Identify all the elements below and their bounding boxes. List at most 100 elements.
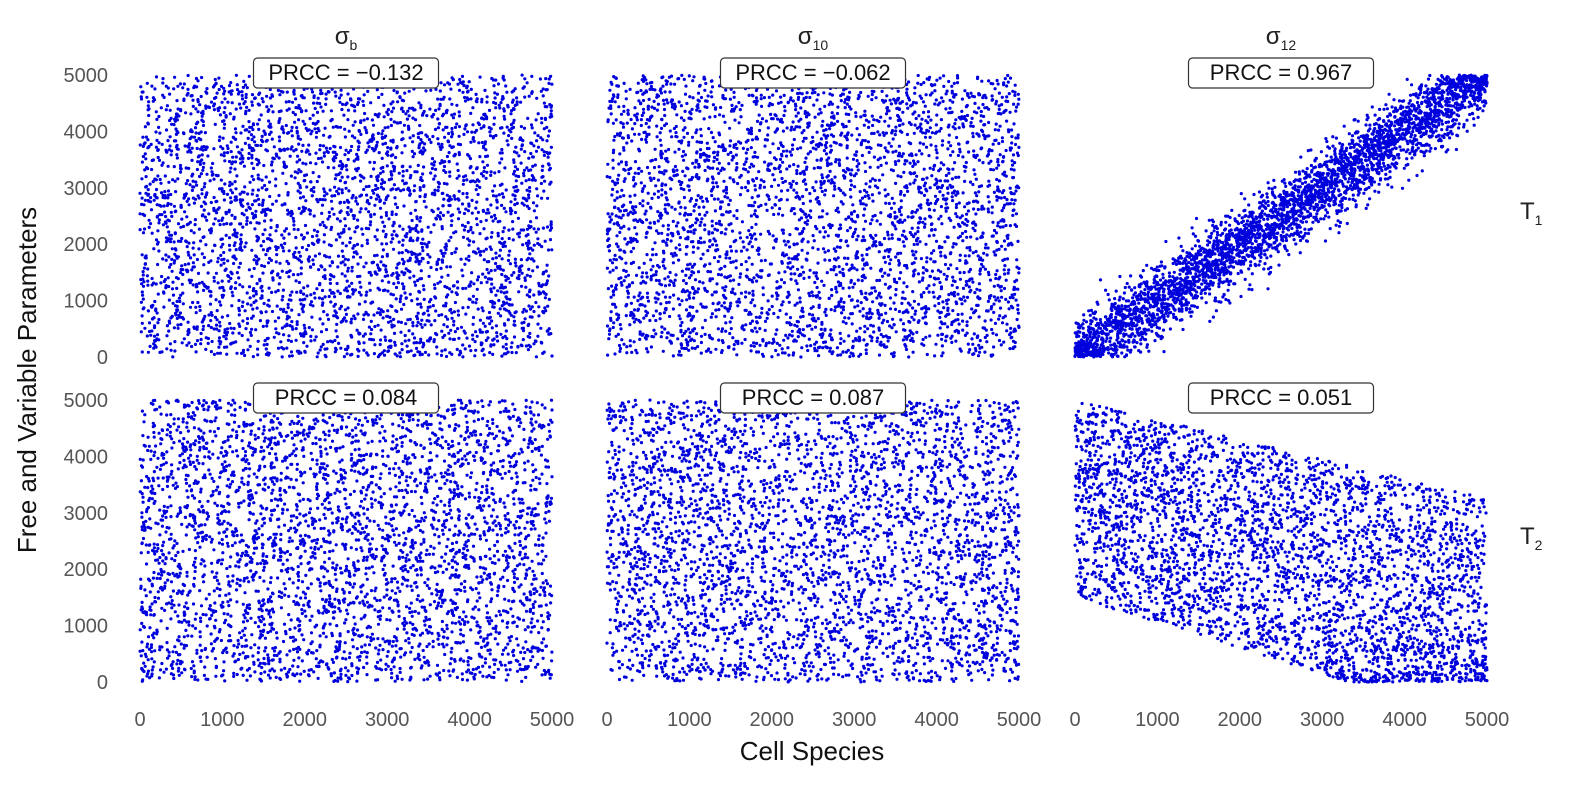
scatter-point: [713, 140, 717, 144]
scatter-point: [216, 108, 220, 113]
scatter-point: [409, 349, 413, 353]
scatter-point: [390, 161, 394, 165]
scatter-point: [250, 149, 254, 153]
scatter-point: [841, 308, 846, 312]
scatter-point: [276, 288, 280, 293]
scatter-point: [448, 97, 452, 101]
scatter-point: [402, 285, 406, 289]
scatter-point: [196, 155, 200, 159]
scatter-point: [520, 344, 524, 348]
scatter-point: [210, 170, 214, 174]
scatter-point: [538, 77, 543, 81]
scatter-point: [334, 238, 338, 242]
scatter-point: [242, 79, 246, 83]
scatter-point: [222, 198, 226, 202]
scatter-point: [338, 219, 342, 223]
scatter-point: [420, 318, 424, 322]
scatter-point: [840, 131, 844, 135]
scatter-point: [425, 135, 429, 139]
scatter-point: [413, 108, 417, 112]
scatter-point: [218, 223, 222, 227]
scatter-point: [217, 87, 221, 92]
scatter-point: [711, 103, 716, 107]
scatter-point: [607, 332, 612, 336]
scatter-point: [221, 295, 225, 299]
scatter-point: [435, 267, 439, 272]
scatter-point: [944, 298, 949, 303]
scatter-point: [147, 107, 151, 111]
scatter-point: [260, 134, 264, 138]
scatter-point: [445, 325, 449, 329]
scatter-point: [542, 153, 547, 157]
scatter-point: [494, 78, 498, 82]
scatter-point: [185, 215, 189, 219]
scatter-point: [802, 128, 806, 133]
scatter-point: [359, 293, 363, 297]
scatter-point: [494, 261, 498, 266]
scatter-point: [653, 147, 657, 151]
scatter-point: [943, 240, 947, 244]
scatter-point: [174, 209, 178, 213]
scatter-point: [232, 254, 236, 258]
scatter-point: [357, 145, 361, 149]
scatter-point: [392, 183, 396, 187]
scatter-point: [400, 348, 404, 352]
scatter-point: [844, 217, 848, 221]
scatter-point: [431, 134, 435, 139]
scatter-point: [286, 338, 290, 342]
scatter-point: [243, 185, 247, 189]
scatter-point: [392, 167, 396, 171]
scatter-point: [500, 241, 504, 246]
scatter-point: [291, 216, 295, 221]
scatter-point: [294, 279, 298, 283]
scatter-point: [482, 169, 486, 173]
scatter-point: [314, 162, 318, 166]
scatter-point: [252, 178, 256, 182]
scatter-point: [509, 212, 513, 216]
scatter-point: [666, 331, 670, 335]
scatter-point: [281, 309, 285, 313]
scatter-point: [230, 272, 234, 276]
scatter-point: [146, 198, 150, 203]
scatter-point: [313, 296, 317, 300]
scatter-point: [944, 92, 948, 96]
scatter-point: [173, 304, 178, 308]
scatter-point: [763, 328, 767, 332]
scatter-point: [392, 229, 396, 233]
scatter-point: [312, 291, 316, 295]
scatter-point: [202, 208, 206, 212]
scatter-point: [422, 109, 426, 114]
scatter-point: [724, 256, 728, 260]
scatter-point: [624, 275, 628, 279]
scatter-point: [284, 100, 288, 104]
scatter-point: [517, 277, 521, 281]
scatter-point: [237, 306, 241, 310]
scatter-point: [368, 223, 372, 227]
scatter-point: [452, 284, 456, 288]
scatter-point: [471, 123, 475, 127]
scatter-point: [948, 106, 952, 110]
scatter-point: [317, 268, 321, 272]
scatter-point: [710, 224, 714, 228]
scatter-point: [247, 130, 251, 134]
scatter-point: [250, 327, 254, 331]
scatter-point: [811, 246, 815, 250]
scatter-point: [364, 128, 368, 132]
scatter-point: [160, 163, 164, 167]
scatter-point: [353, 230, 357, 234]
scatter-point: [284, 165, 289, 169]
scatter-point: [861, 314, 865, 318]
scatter-point: [302, 179, 306, 183]
scatter-point: [307, 326, 311, 330]
scatter-point: [952, 319, 956, 323]
scatter-point: [142, 280, 146, 284]
scatter-point: [993, 321, 998, 325]
scatter-point: [322, 194, 326, 198]
scatter-point: [705, 146, 710, 151]
scatter-point: [166, 189, 171, 193]
scatter-point: [189, 112, 193, 116]
scatter-point: [876, 311, 880, 315]
scatter-point: [295, 290, 299, 294]
scatter-point: [444, 304, 448, 308]
scatter-point: [900, 233, 905, 237]
